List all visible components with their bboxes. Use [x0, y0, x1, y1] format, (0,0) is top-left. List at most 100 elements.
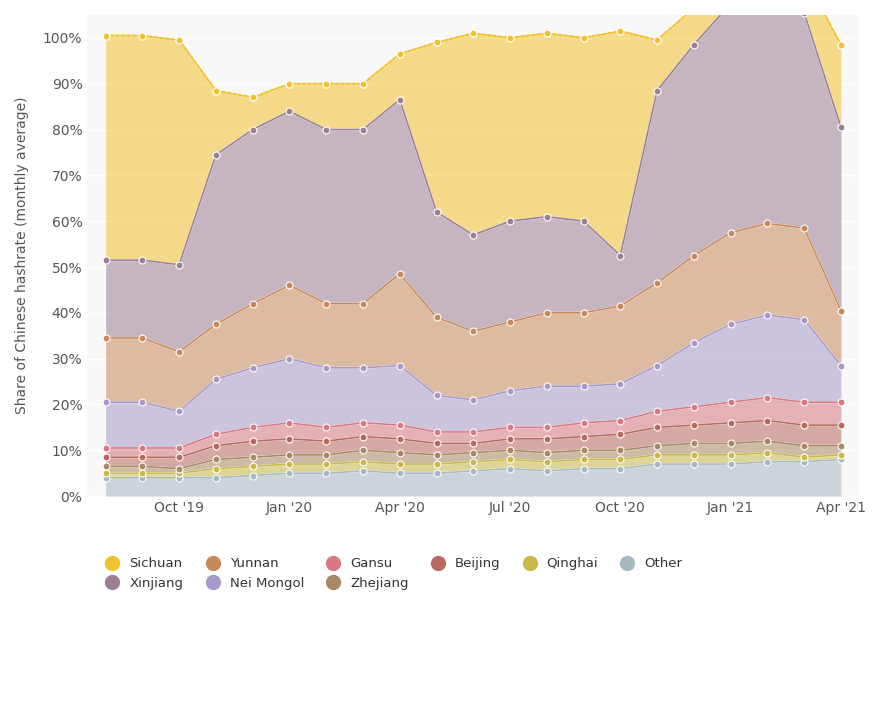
Point	[135, 30, 149, 41]
Point	[503, 32, 517, 43]
Point	[466, 229, 480, 241]
Point	[135, 254, 149, 266]
Point	[577, 417, 591, 429]
Point	[245, 92, 260, 103]
Point	[577, 32, 591, 43]
Point	[723, 0, 737, 9]
Point	[687, 250, 701, 261]
Point	[834, 360, 848, 371]
Point	[319, 78, 333, 89]
Point	[760, 415, 774, 426]
Point	[283, 78, 297, 89]
Point	[429, 37, 443, 48]
Point	[577, 381, 591, 392]
Point	[834, 396, 848, 408]
Point	[393, 360, 407, 371]
Point	[172, 346, 186, 357]
Point	[687, 337, 701, 349]
Point	[393, 459, 407, 470]
Point	[356, 417, 370, 429]
Point	[135, 396, 149, 408]
Point	[209, 85, 223, 97]
Point	[834, 440, 848, 452]
Point	[760, 0, 774, 9]
Point	[503, 454, 517, 465]
Point	[283, 467, 297, 479]
Point	[283, 280, 297, 291]
Point	[650, 459, 664, 470]
Point	[614, 415, 628, 426]
Point	[172, 463, 186, 474]
Point	[797, 420, 811, 431]
Point	[503, 216, 517, 227]
Point	[687, 401, 701, 413]
Point	[356, 465, 370, 476]
Point	[760, 218, 774, 229]
Point	[834, 39, 848, 50]
Point	[723, 417, 737, 429]
Point	[172, 467, 186, 479]
Point	[797, 456, 811, 467]
Point	[760, 435, 774, 447]
Point	[135, 442, 149, 454]
Point	[283, 353, 297, 364]
Point	[723, 396, 737, 408]
Point	[466, 456, 480, 467]
Point	[540, 456, 554, 467]
Point	[172, 472, 186, 484]
Point	[99, 332, 113, 344]
Point	[172, 405, 186, 417]
Point	[650, 440, 664, 452]
Point	[466, 447, 480, 458]
Point	[466, 426, 480, 437]
Point	[540, 28, 554, 39]
Point	[503, 317, 517, 328]
Point	[319, 422, 333, 433]
Point	[135, 332, 149, 344]
Point	[540, 433, 554, 444]
Point	[834, 305, 848, 316]
Point	[687, 420, 701, 431]
Point	[429, 312, 443, 323]
Point	[650, 449, 664, 461]
Y-axis label: Share of Chinese hashrate (monthly average): Share of Chinese hashrate (monthly avera…	[15, 97, 29, 415]
Point	[172, 35, 186, 46]
Point	[503, 463, 517, 474]
Point	[760, 447, 774, 458]
Point	[577, 431, 591, 442]
Point	[393, 48, 407, 60]
Point	[723, 227, 737, 239]
Point	[834, 449, 848, 461]
Point	[577, 32, 591, 43]
Point	[99, 442, 113, 454]
Point	[540, 422, 554, 433]
Point	[209, 429, 223, 440]
Point	[797, 452, 811, 463]
Point	[99, 254, 113, 266]
Point	[466, 325, 480, 337]
Point	[319, 459, 333, 470]
Point	[356, 456, 370, 467]
Point	[503, 433, 517, 444]
Point	[466, 394, 480, 405]
Point	[172, 35, 186, 46]
Point	[209, 319, 223, 330]
Point	[650, 422, 664, 433]
Point	[283, 417, 297, 429]
Point	[614, 26, 628, 37]
Point	[834, 420, 848, 431]
Point	[393, 433, 407, 444]
Point	[687, 2, 701, 13]
Point	[687, 39, 701, 50]
Point	[577, 463, 591, 474]
Point	[540, 28, 554, 39]
Point	[540, 465, 554, 476]
Point	[393, 94, 407, 106]
Point	[760, 310, 774, 321]
Point	[429, 207, 443, 218]
Point	[797, 314, 811, 325]
Point	[614, 26, 628, 37]
Point	[356, 362, 370, 373]
Point	[760, 392, 774, 403]
Point	[723, 449, 737, 461]
